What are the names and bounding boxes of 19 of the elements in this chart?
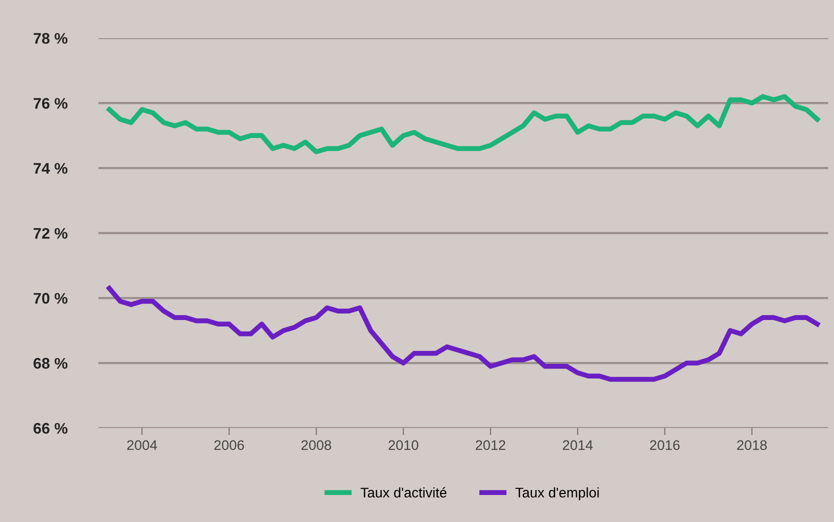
legend-label: Taux d'activité: [360, 487, 446, 498]
x-tick-label: 2010: [388, 440, 418, 450]
x-tick-label: 2012: [476, 440, 506, 450]
x-tick-label: 2006: [214, 440, 244, 450]
x-tick-label: 2018: [737, 440, 767, 450]
x-tick-label: 2014: [562, 440, 593, 450]
x-tick-label: 2004: [127, 440, 158, 450]
y-tick-label: 76 %: [34, 98, 68, 109]
y-tick-label: 72 %: [34, 228, 68, 239]
line-series: [106, 286, 820, 382]
legend-label: Taux d'emploi: [515, 487, 599, 500]
y-tick-label: 68 %: [34, 358, 68, 369]
x-tick-label: 2008: [302, 440, 332, 450]
x-tick-label: 2016: [650, 440, 680, 450]
y-tick-label: 70 %: [34, 292, 68, 304]
line-series: [106, 94, 820, 154]
y-tick-label: 66 %: [34, 422, 68, 434]
y-tick-label: 78 %: [34, 32, 68, 44]
y-tick-label: 74 %: [34, 162, 68, 174]
